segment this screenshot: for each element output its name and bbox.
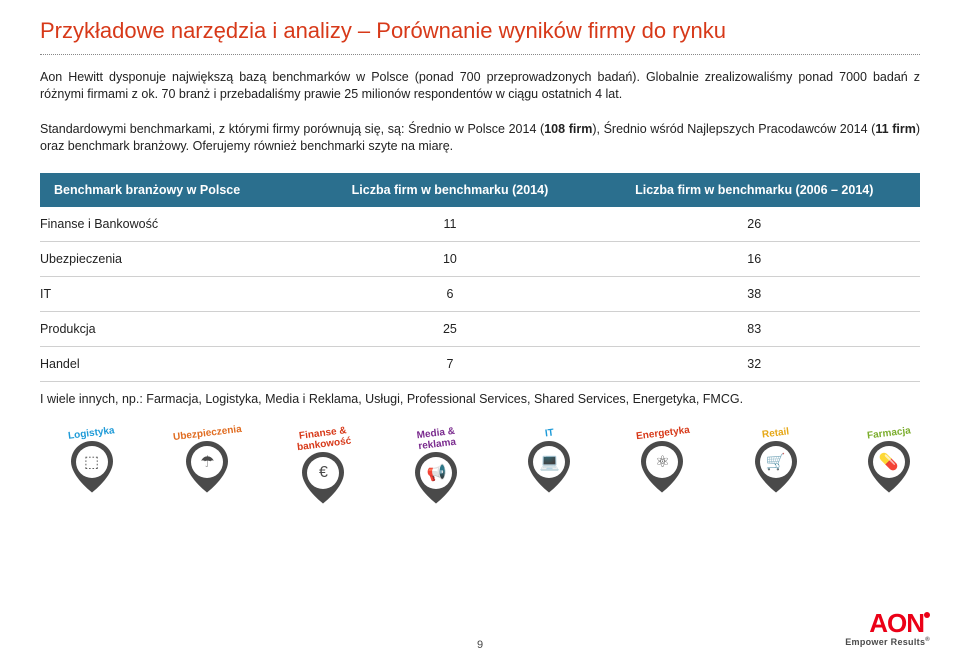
row-2014: 11: [311, 207, 588, 242]
intro-p2-c: ), Średnio wśród Najlepszych Pracodawców…: [592, 122, 875, 136]
category-icon-row: Logistyka ⬚ Ubezpieczenia☂ Finanse & bankow…: [40, 428, 920, 504]
logo-area: AON Empower Results®: [845, 608, 930, 647]
benchmark-table: Benchmark branżowy w Polsce Liczba firm …: [40, 173, 920, 382]
category-icon: Farmacja 💊: [857, 428, 920, 504]
table-row: Produkcja2583: [40, 311, 920, 346]
row-all: 16: [589, 241, 921, 276]
aon-logo-dot: [924, 612, 930, 618]
row-2014: 7: [311, 346, 588, 381]
aon-logo: AON: [869, 608, 930, 639]
category-icon: IT 💻: [518, 428, 581, 504]
title-divider: [40, 54, 920, 55]
pin-glyph: ☂: [191, 446, 223, 478]
category-icon-label: Energetyka: [635, 424, 690, 441]
row-label: Finanse i Bankowość: [40, 207, 311, 242]
row-all: 38: [589, 276, 921, 311]
row-2014: 6: [311, 276, 588, 311]
intro-paragraph-2: Standardowymi benchmarkami, z którymi fi…: [40, 121, 920, 155]
pin-glyph: 💊: [873, 446, 905, 478]
table-header-row: Benchmark branżowy w Polsce Liczba firm …: [40, 173, 920, 207]
category-icon: Energetyka⚛: [631, 428, 694, 504]
intro-paragraph-1: Aon Hewitt dysponuje największą bazą ben…: [40, 69, 920, 103]
table-row: Finanse i Bankowość1126: [40, 207, 920, 242]
pin-glyph: €: [307, 457, 339, 489]
pin-glyph: ⬚: [76, 446, 108, 478]
pin-glyph: 🛒: [760, 446, 792, 478]
th-0: Benchmark branżowy w Polsce: [40, 173, 311, 207]
th-1: Liczba firm w benchmarku (2014): [311, 173, 588, 207]
pin-glyph: ⚛: [646, 446, 678, 478]
pin-glyph: 💻: [533, 446, 565, 478]
category-icon: Ubezpieczenia☂: [173, 428, 242, 504]
table-row: IT638: [40, 276, 920, 311]
table-row: Handel732: [40, 346, 920, 381]
category-icon: Logistyka ⬚: [60, 428, 123, 504]
pin-glyph: 📢: [420, 457, 452, 489]
aon-logo-text: AON: [869, 608, 924, 638]
map-pin-icon: 💊: [868, 441, 910, 493]
category-icon-label: IT: [544, 427, 554, 439]
category-icon-label: Logistyka: [68, 425, 116, 442]
intro-p2-a: Standardowymi benchmarkami, z którymi fi…: [40, 122, 544, 136]
table-footnote: I wiele innych, np.: Farmacja, Logistyka…: [40, 392, 920, 406]
category-icon-label: Retail: [761, 426, 789, 440]
map-pin-icon: 📢: [415, 452, 457, 504]
map-pin-icon: ⚛: [641, 441, 683, 493]
intro-p2-bold1: 108 firm: [544, 122, 592, 136]
row-2014: 25: [311, 311, 588, 346]
map-pin-icon: ⬚: [71, 441, 113, 493]
category-icon-label: Media & reklama: [404, 424, 469, 454]
row-label: Produkcja: [40, 311, 311, 346]
row-2014: 10: [311, 241, 588, 276]
row-label: Ubezpieczenia: [40, 241, 311, 276]
category-icon: Retail 🛒: [744, 428, 807, 504]
map-pin-icon: 🛒: [755, 441, 797, 493]
category-icon: Finanse & bankowość€: [292, 428, 355, 504]
row-all: 26: [589, 207, 921, 242]
page-number: 9: [477, 639, 483, 651]
page-title: Przykładowe narzędzia i analizy – Porówn…: [40, 18, 920, 44]
row-label: Handel: [40, 346, 311, 381]
table-row: Ubezpieczenia1016: [40, 241, 920, 276]
map-pin-icon: 💻: [528, 441, 570, 493]
intro-p2-bold2: 11 firm: [875, 122, 915, 136]
row-all: 83: [589, 311, 921, 346]
category-icon-label: Finanse & bankowość: [291, 424, 356, 454]
category-icon-label: Farmacja: [866, 425, 911, 441]
map-pin-icon: €: [302, 452, 344, 504]
category-icon: Media & reklama📢: [405, 428, 468, 504]
row-all: 32: [589, 346, 921, 381]
row-label: IT: [40, 276, 311, 311]
th-2: Liczba firm w benchmarku (2006 – 2014): [589, 173, 921, 207]
map-pin-icon: ☂: [186, 441, 228, 493]
